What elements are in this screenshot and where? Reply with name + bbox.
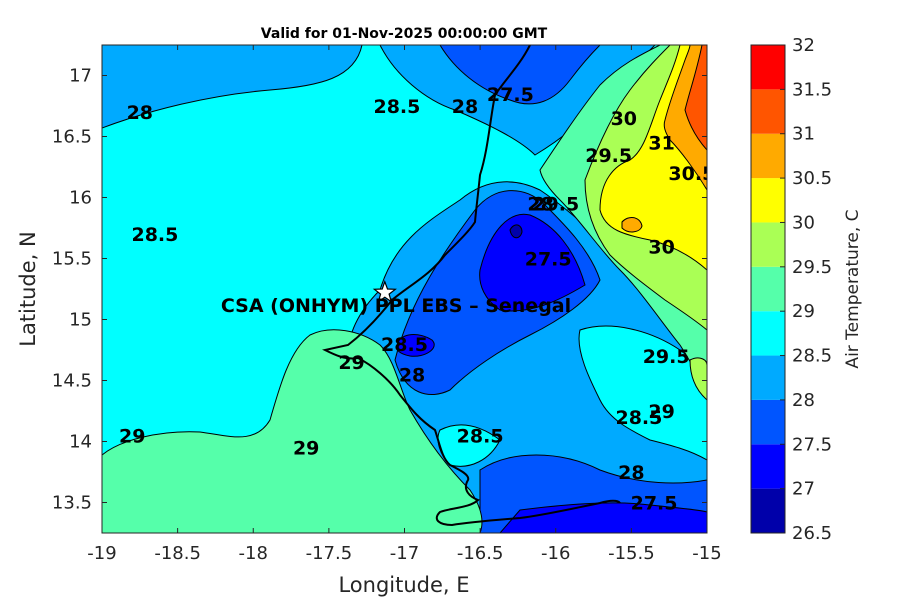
y-tick-label-2: 14.5: [52, 371, 92, 392]
y-axis-ticks: 13.5 14 14.5 15 15.5 16 16.5 17: [52, 66, 707, 514]
x-tick-label-2: -18: [239, 543, 268, 564]
contour-fill-27-south: [499, 502, 707, 533]
contour-map: 28 28.5 2827.528.52829.527.529.5303130.530…: [102, 45, 715, 533]
contour-label-4: 28.5: [131, 224, 178, 246]
x-tick-label-8: -15: [692, 543, 721, 564]
colorbar-tick-label-3: 28: [792, 390, 815, 411]
x-tick-label-5: -16.5: [457, 543, 504, 564]
contour-label-18: 28.5: [457, 425, 504, 447]
y-tick-label-1: 14: [69, 432, 92, 453]
contour-label-22: 28: [618, 462, 644, 484]
colorbar-swatch-2: [751, 399, 785, 445]
contour-fill-27-small-west: [396, 334, 435, 357]
colorbar-tick-label-4: 28.5: [792, 346, 832, 367]
x-axis-label: Longitude, E: [338, 573, 469, 597]
station-star-marker: [372, 279, 397, 304]
contour-fill-26.5-dot: [509, 224, 523, 239]
y-tick-label-0: 13.5: [52, 493, 92, 514]
colorbar-swatch-3: [751, 355, 785, 400]
contour-label-9: 30: [611, 108, 637, 130]
contour-label-12: 30: [648, 236, 674, 258]
contour-label-6: 29.5: [532, 194, 579, 216]
colorbar-swatch-7: [751, 178, 785, 223]
x-axis-ticks: -19 -18.5 -18 -17.5 -17 -16.5 -16 -15.5 -15: [87, 45, 722, 564]
contour-label-16: 29: [119, 425, 145, 447]
colorbar-swatch-8: [751, 133, 785, 179]
colorbar-tick-label-10: 31.5: [792, 79, 832, 100]
colorbar-swatch-5: [751, 266, 785, 312]
colorbar-tick-label-0: 26.5: [792, 523, 832, 544]
y-tick-label-6: 16.5: [52, 127, 92, 148]
station-label: CSA (ONHYM) PPL EBS – Senegal: [221, 295, 571, 317]
contour-label-19: 29.5: [643, 346, 690, 368]
x-tick-label-4: -17: [390, 543, 419, 564]
chart-title: Valid for 01-Nov-2025 00:00:00 GMT: [261, 26, 548, 42]
contour-labels: 28 28.5 2827.528.52829.527.529.5303130.530…: [119, 84, 715, 515]
colorbar-tick-label-5: 29: [792, 301, 815, 322]
y-tick-label-3: 15: [69, 310, 92, 331]
contour-label-7: 27.5: [525, 249, 572, 271]
contour-fill-29.5-east-low: [689, 357, 707, 401]
colorbar-swatch-1: [751, 444, 785, 489]
colorbar-tick-label-6: 29.5: [792, 257, 832, 278]
contour-label-2: 28: [452, 96, 478, 118]
colorbar-tick-label-7: 30: [792, 212, 815, 233]
x-tick-label-6: -16: [541, 543, 570, 564]
contour-label-17: 29: [293, 438, 319, 460]
colorbar-swatch-10: [751, 45, 785, 90]
contour-label-0: 28: [127, 102, 153, 124]
contour-label-3: 27.5: [487, 84, 534, 106]
contour-label-1: 28.5: [373, 96, 420, 118]
colorbar-swatch-6: [751, 222, 785, 267]
x-tick-label-3: -17.5: [306, 543, 353, 564]
colorbar-swatch-0: [751, 488, 785, 533]
colorbar-tick-label-9: 31: [792, 124, 815, 145]
y-tick-label-5: 16: [69, 188, 92, 209]
contour-fill-28.5-south: [578, 325, 707, 461]
colorbar-swatch-9: [751, 89, 785, 134]
colorbar-tick-label-11: 32: [792, 35, 815, 56]
colorbar: 26.5 27 27.5 28 28.5 29 29.5 30 30.5 31 31.5 32: [750, 35, 832, 544]
contour-label-8: 29.5: [585, 145, 632, 167]
coastline: [322, 45, 621, 527]
contour-label-21: 29: [648, 401, 674, 423]
colorbar-swatch-4: [751, 311, 785, 356]
contour-label-14: 29: [338, 352, 364, 374]
colorbar-tick-label-8: 30.5: [792, 168, 832, 189]
colorbar-label: Air Temperature, C: [843, 209, 863, 368]
y-axis-label: Latitude, N: [16, 231, 40, 347]
y-tick-label-7: 17: [69, 66, 92, 87]
contour-label-20: 28.5: [615, 407, 662, 429]
contour-label-11: 30.5: [668, 163, 715, 185]
contour-fill-27-central: [479, 213, 586, 312]
contour-label-5: 28: [527, 194, 553, 216]
contour-fill-31-east: [684, 45, 707, 151]
contour-label-10: 31: [648, 133, 674, 155]
contour-fill-28-topleft: [102, 45, 363, 129]
x-tick-label-0: -19: [87, 543, 116, 564]
contour-label-13: 28.5: [381, 334, 428, 356]
x-tick-label-1: -18.5: [154, 543, 201, 564]
contour-fill-30.5-dot: [621, 217, 643, 233]
x-tick-label-7: -15.5: [608, 543, 655, 564]
colorbar-frame: [750, 44, 786, 534]
contour-label-23: 27.5: [631, 493, 678, 515]
contour-label-15: 28: [399, 364, 425, 386]
colorbar-tick-label-2: 27.5: [792, 434, 832, 455]
colorbar-tick-label-1: 27: [792, 479, 815, 500]
contour-fill-27.5-north: [439, 45, 601, 105]
y-tick-label-4: 15.5: [52, 249, 92, 270]
